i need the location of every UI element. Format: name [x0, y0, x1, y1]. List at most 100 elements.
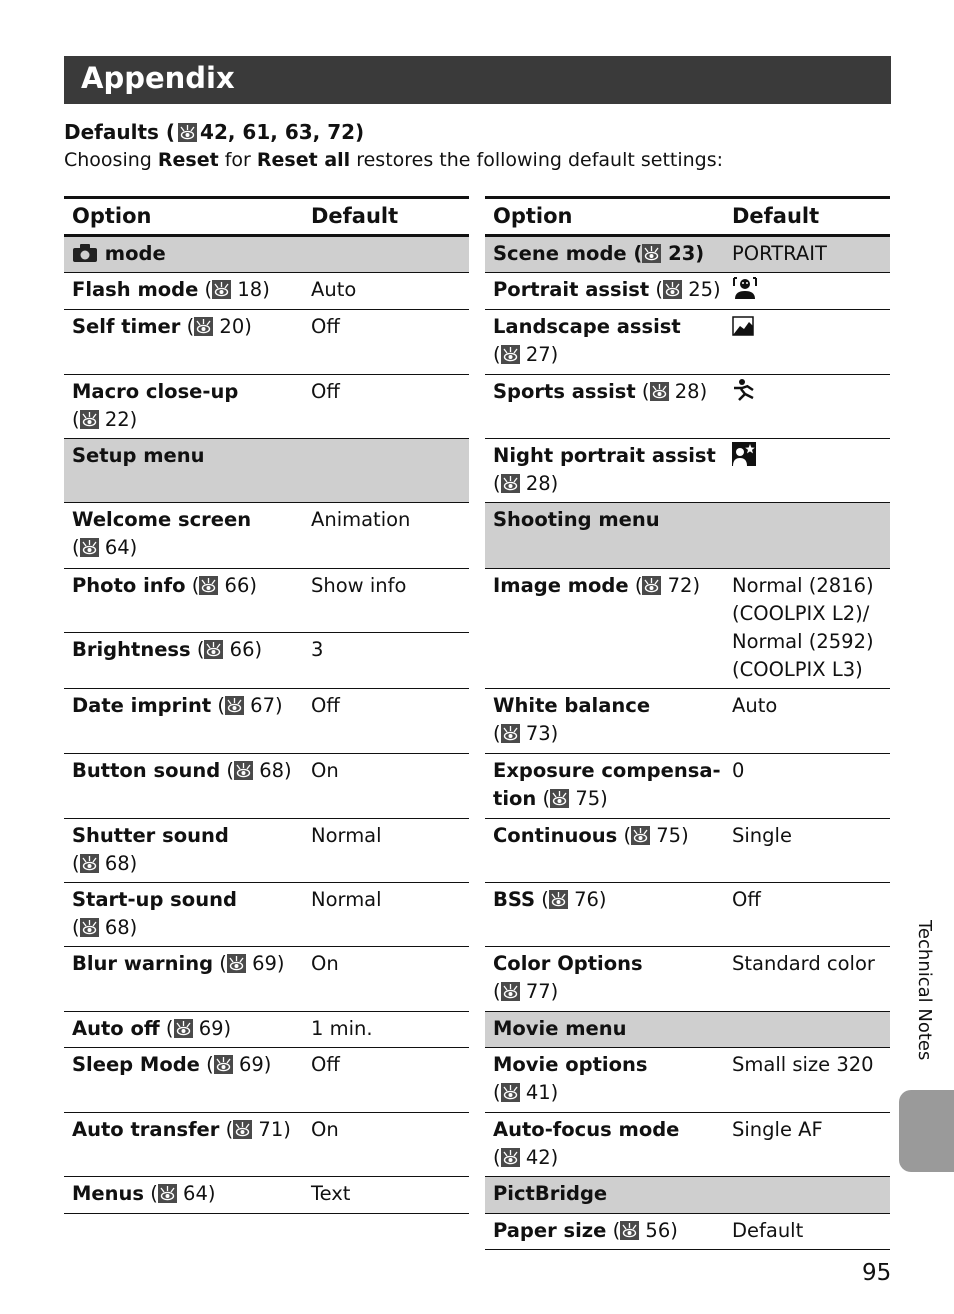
intro-part: Choosing [64, 149, 158, 171]
reference-icon [204, 639, 224, 667]
option-label: Setup menu [72, 444, 205, 467]
table-row: Paper size ( 56) Default [485, 1214, 890, 1250]
ref: ( [493, 1146, 501, 1169]
ref: ( [206, 1053, 214, 1076]
default-cell: On [311, 757, 471, 785]
table-row: BSS ( 76) Off [485, 883, 890, 947]
intro-text: Choosing Reset for Reset all restores th… [64, 149, 723, 171]
default-value: Normal [311, 888, 382, 911]
page-ref: 71 [258, 1118, 284, 1141]
option-cell: Exposure compensa-tion ( 75) [493, 757, 723, 816]
page-ref: 69 [238, 1053, 264, 1076]
column-header-option: Option [72, 204, 152, 228]
ref: ( [72, 408, 80, 431]
reference-icon [233, 1119, 253, 1147]
default-value: Text [311, 1182, 351, 1205]
option-label: Start-up sound [72, 888, 237, 911]
heading-text: Defaults ( [64, 120, 176, 144]
ref: ( [612, 1219, 621, 1242]
default-cell: Off [732, 886, 892, 914]
defaults-table-right: Option Default Scene mode ( 23) PORTRAIT Por… [485, 196, 890, 1250]
reference-icon [500, 344, 520, 372]
column-header-default: Default [311, 204, 399, 228]
default-cell: Normal [311, 822, 471, 850]
option-label: Continuous [493, 824, 618, 847]
ref: ( [641, 380, 650, 403]
reference-icon [79, 409, 99, 437]
option-label: mode [104, 242, 166, 265]
table-row: Auto transfer ( 71) On [64, 1113, 469, 1177]
table-row: Macro close-up( 22) Off [64, 375, 469, 439]
page-ref: 20 [219, 315, 245, 338]
option-label: Brightness [72, 638, 191, 661]
page-ref: 28 [525, 472, 551, 495]
option-label: Color Options [493, 952, 643, 975]
intro-reset-all: Reset all [256, 149, 351, 171]
option-label: Button sound [72, 759, 221, 782]
reference-icon [213, 1054, 233, 1082]
default-value: 0 [732, 759, 745, 782]
option-cell: Button sound ( 68) [72, 757, 302, 788]
default-value: Single AF [732, 1118, 823, 1141]
reference-icon [173, 1018, 193, 1046]
option-label: Shooting menu [493, 508, 660, 531]
default-cell: Standard color [732, 950, 892, 978]
side-tab[interactable] [899, 1090, 954, 1172]
option-cell: BSS ( 76) [493, 886, 723, 917]
default-cell [732, 313, 892, 344]
default-value: Standard color [732, 952, 875, 975]
option-label: Flash mode [72, 278, 199, 301]
default-value: Normal [311, 824, 382, 847]
page-ref: 27 [525, 343, 551, 366]
reference-icon [199, 575, 219, 603]
default-value: Off [311, 694, 340, 717]
page-title: Appendix [81, 61, 235, 95]
default-value: Auto [732, 694, 778, 717]
option-cell: Start-up sound( 68) [72, 886, 302, 945]
table-row: White balance( 73) Auto [485, 689, 890, 754]
intro-reset: Reset [157, 149, 219, 171]
table-row: Date imprint ( 67) Off [64, 689, 469, 754]
table-row: Brightness ( 66) 3 [64, 633, 469, 689]
ref: ( [493, 343, 501, 366]
option-cell: Auto transfer ( 71) [72, 1116, 302, 1147]
page-ref: 41 [525, 1081, 551, 1104]
reference-icon [212, 279, 232, 307]
option-cell: Landscape assist( 27) [493, 313, 723, 372]
option-label: Sleep Mode [72, 1053, 200, 1076]
default-cell [732, 276, 892, 308]
reference-icon [226, 953, 246, 981]
reference-icon [194, 316, 214, 344]
portrait-assist-icon [732, 276, 758, 308]
option-label: Night portrait assist [493, 444, 716, 467]
page-ref: 75 [575, 787, 601, 810]
table-group-row: PictBridge [485, 1177, 890, 1214]
defaults-table-left: Option Default mode Flash mode ( 18) Auto Se… [64, 196, 469, 1214]
ref: ( [204, 278, 213, 301]
option-cell: mode [72, 240, 302, 271]
table-row: Blur warning ( 69) On [64, 947, 469, 1012]
option-label: Sports assist [493, 380, 636, 403]
table-row: Image mode ( 72) Normal (2816) (COOLPIX L… [485, 569, 890, 689]
table-row: Menus ( 64) Text [64, 1177, 469, 1214]
reference-icon [500, 1147, 520, 1175]
night-portrait-assist-icon [732, 442, 756, 474]
default-value: Off [311, 380, 340, 403]
default-cell: Auto [732, 692, 892, 720]
ref: ( [219, 952, 227, 975]
ref: ( [186, 315, 195, 338]
ref: ( [196, 638, 205, 661]
option-label: Date imprint [72, 694, 212, 717]
table-row: Welcome screen( 64) Animation [64, 503, 469, 569]
default-cell: 1 min. [311, 1015, 471, 1043]
default-value: Auto [311, 278, 357, 301]
ref: ( [541, 888, 549, 911]
table-row: Start-up sound( 68) Normal [64, 883, 469, 947]
reference-icon [631, 825, 651, 853]
reference-icon [234, 760, 253, 788]
default-value: On [311, 1118, 339, 1141]
option-cell: Setup menu [72, 442, 302, 470]
option-cell: Auto-focus mode( 42) [493, 1116, 723, 1175]
option-cell: Sleep Mode ( 69) [72, 1051, 302, 1082]
ref: ( [72, 852, 80, 875]
